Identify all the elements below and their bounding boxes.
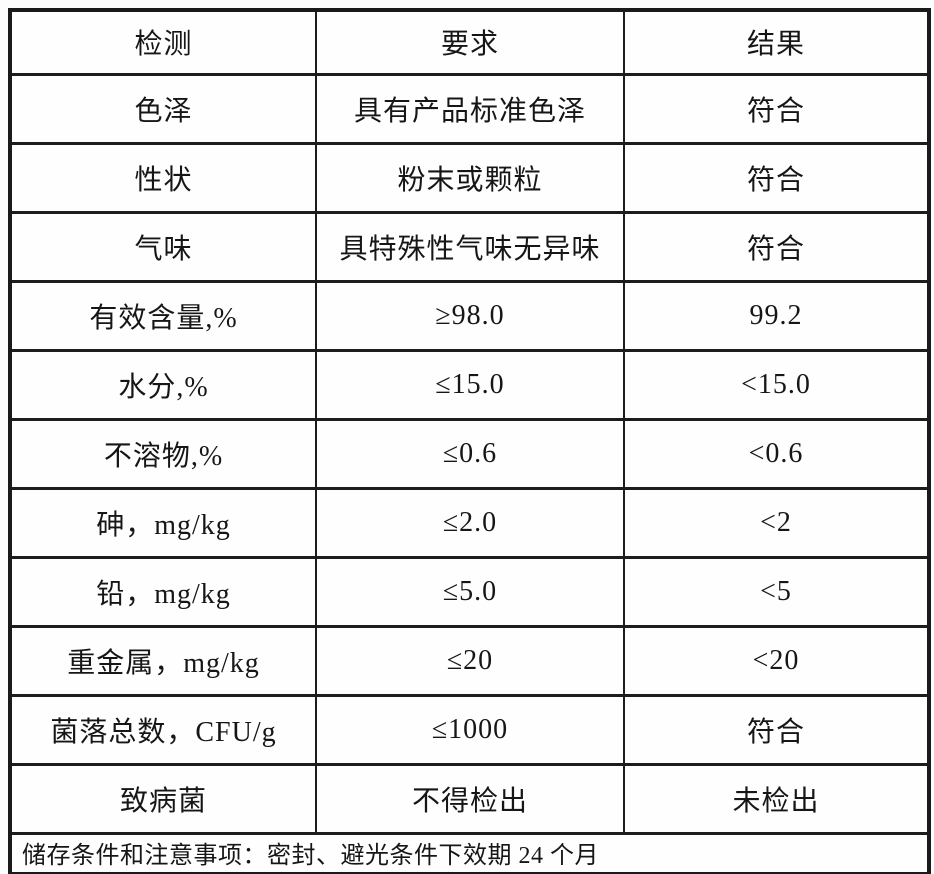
table-header-row: 检测 要求 结果: [9, 8, 930, 76]
test-cell: 砷，mg/kg: [9, 486, 317, 559]
table-footer-row: 储存条件和注意事项：密封、避光条件下效期 24 个月: [9, 831, 930, 874]
test-cell: 铅，mg/kg: [9, 555, 317, 628]
test-cell: 不溶物,%: [9, 417, 317, 490]
column-header-requirement: 要求: [315, 8, 625, 76]
test-cell: 色泽: [9, 72, 317, 145]
test-cell: 水分,%: [9, 348, 317, 421]
table-row: 砷，mg/kg ≤2.0 <2: [9, 486, 930, 559]
test-cell: 性状: [9, 141, 317, 214]
result-cell: <20: [623, 624, 930, 697]
result-cell: 99.2: [623, 279, 930, 352]
result-cell: 符合: [623, 210, 930, 283]
table-row: 水分,% ≤15.0 <15.0: [9, 348, 930, 421]
requirement-cell: ≥98.0: [315, 279, 625, 352]
column-header-test: 检测: [9, 8, 317, 76]
test-cell: 致病菌: [9, 762, 317, 835]
table-row: 性状 粉末或颗粒 符合: [9, 141, 930, 214]
inspection-table: 检测 要求 结果 色泽 具有产品标准色泽 符合 性状 粉末或颗粒 符合 气味 具…: [8, 8, 931, 874]
requirement-cell: 不得检出: [315, 762, 625, 835]
result-cell: 符合: [623, 72, 930, 145]
result-cell: <5: [623, 555, 930, 628]
requirement-cell: ≤20: [315, 624, 625, 697]
table-row: 菌落总数，CFU/g ≤1000 符合: [9, 693, 930, 766]
result-cell: 符合: [623, 693, 930, 766]
result-cell: 未检出: [623, 762, 930, 835]
requirement-cell: ≤1000: [315, 693, 625, 766]
result-cell: 符合: [623, 141, 930, 214]
table-row: 重金属，mg/kg ≤20 <20: [9, 624, 930, 697]
requirement-cell: ≤5.0: [315, 555, 625, 628]
table-row: 色泽 具有产品标准色泽 符合: [9, 72, 930, 145]
requirement-cell: ≤2.0: [315, 486, 625, 559]
test-cell: 菌落总数，CFU/g: [9, 693, 317, 766]
result-cell: <15.0: [623, 348, 930, 421]
requirement-cell: 具有产品标准色泽: [315, 72, 625, 145]
requirement-cell: 粉末或颗粒: [315, 141, 625, 214]
table-row: 致病菌 不得检出 未检出: [9, 762, 930, 835]
test-cell: 重金属，mg/kg: [9, 624, 317, 697]
test-cell: 有效含量,%: [9, 279, 317, 352]
column-header-result: 结果: [623, 8, 930, 76]
test-cell: 气味: [9, 210, 317, 283]
result-cell: <2: [623, 486, 930, 559]
result-cell: <0.6: [623, 417, 930, 490]
table-row: 有效含量,% ≥98.0 99.2: [9, 279, 930, 352]
requirement-cell: ≤0.6: [315, 417, 625, 490]
table-row: 铅，mg/kg ≤5.0 <5: [9, 555, 930, 628]
table-row: 不溶物,% ≤0.6 <0.6: [9, 417, 930, 490]
table-row: 气味 具特殊性气味无异味 符合: [9, 210, 930, 283]
storage-note: 储存条件和注意事项：密封、避光条件下效期 24 个月: [9, 831, 930, 874]
requirement-cell: ≤15.0: [315, 348, 625, 421]
requirement-cell: 具特殊性气味无异味: [315, 210, 625, 283]
